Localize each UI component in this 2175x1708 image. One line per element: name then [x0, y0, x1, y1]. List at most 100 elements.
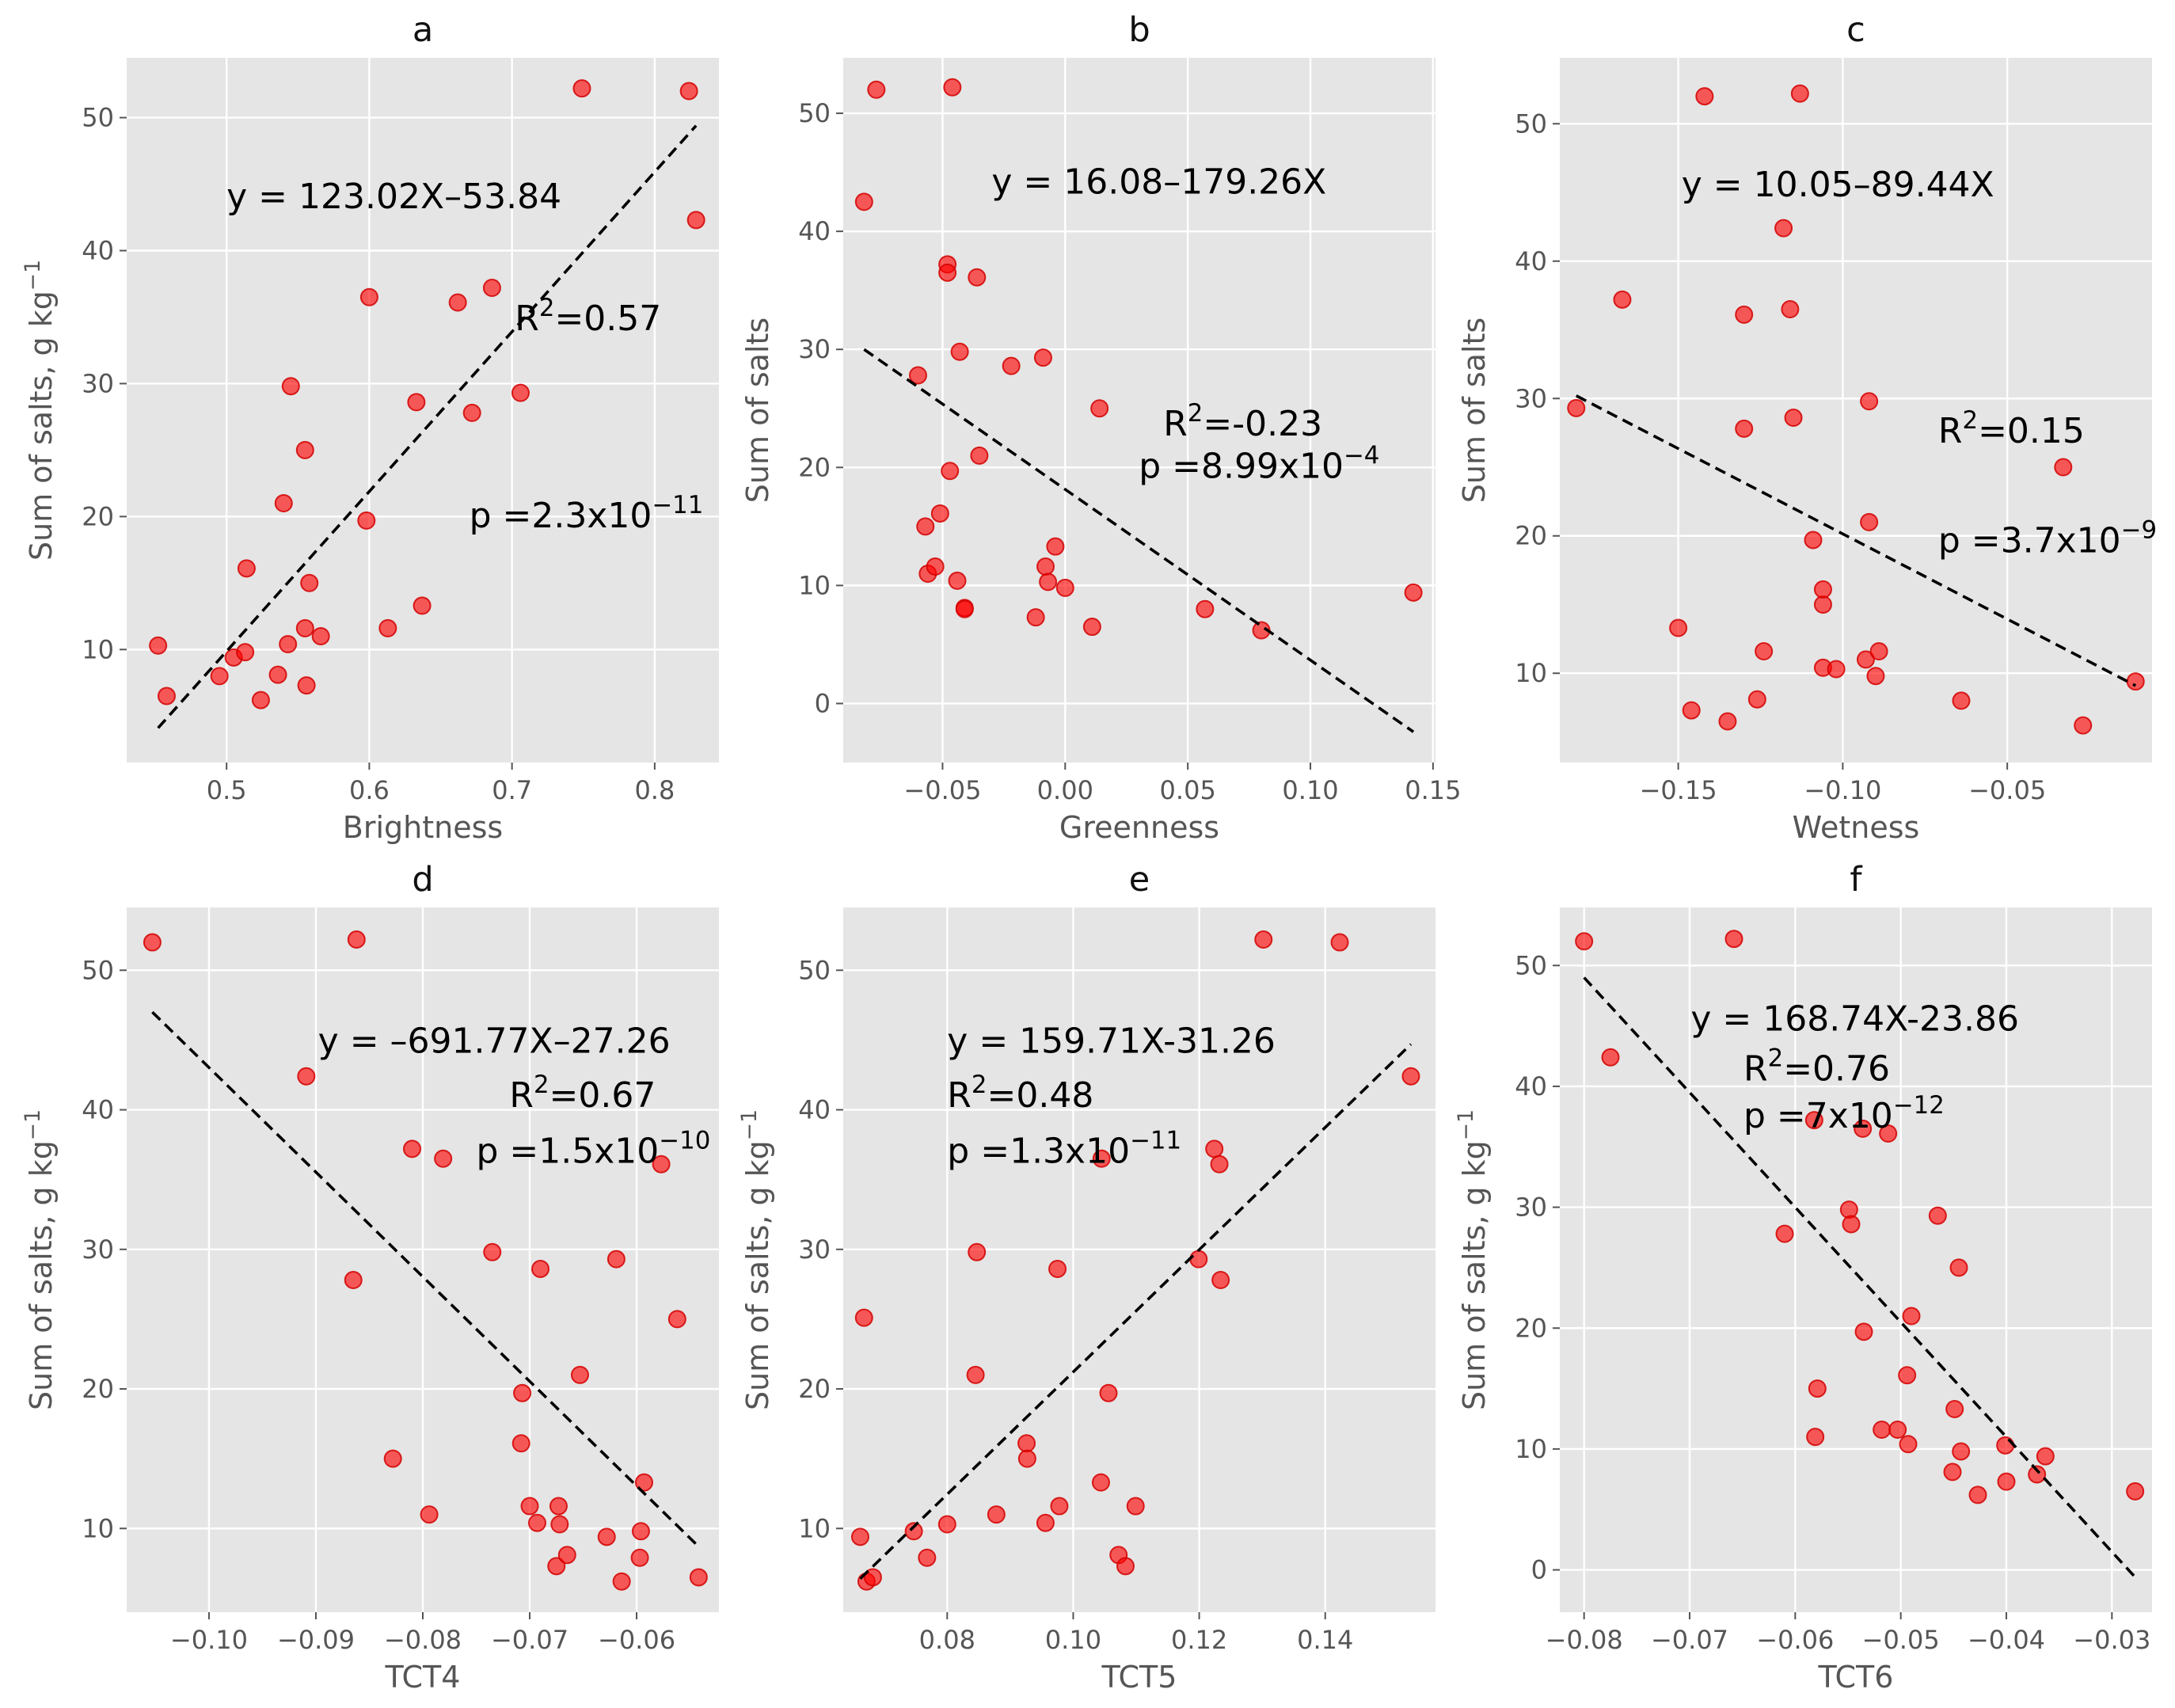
data-point — [359, 287, 378, 306]
x-tick-label: −0.06 — [1756, 1625, 1834, 1655]
x-tick-label: 0.15 — [1405, 775, 1461, 805]
data-point — [667, 1310, 686, 1329]
data-point — [686, 211, 705, 230]
data-point — [550, 1515, 569, 1534]
x-tick-label: −0.07 — [1651, 1625, 1728, 1655]
data-point — [511, 383, 530, 402]
data-point — [143, 933, 162, 952]
x-tick-label: −0.04 — [1968, 1625, 2045, 1655]
panel-title: f — [1850, 860, 1862, 900]
panel-title: a — [413, 10, 433, 50]
y-axis-label: Sum of salts — [1457, 318, 1492, 503]
y-tick-label: 10 — [798, 570, 831, 600]
data-point — [434, 1149, 453, 1168]
y-tick-label: 20 — [82, 1374, 114, 1404]
data-point — [572, 79, 591, 98]
data-point — [1210, 1155, 1229, 1174]
equation-annotation: y = 123.02X–53.84 — [226, 177, 561, 217]
data-point — [854, 192, 873, 211]
data-point — [297, 676, 316, 695]
plot-background — [1560, 907, 2152, 1612]
data-point — [1017, 1434, 1036, 1453]
data-point — [943, 78, 962, 97]
panel-a: 0.5 0.6 0.7 0.8 10 20 30 40 50 Brightness Sum of s… — [21, 10, 719, 845]
data-point — [1082, 618, 1101, 637]
data-point — [311, 626, 330, 645]
data-point — [1755, 641, 1774, 660]
r-squared-annotation: R2=0.48 — [947, 1071, 1093, 1116]
data-point — [448, 293, 467, 312]
p-value-annotation: p =1.5x10−10 — [477, 1127, 711, 1172]
data-point — [1898, 1366, 1917, 1385]
data-point — [2054, 458, 2073, 477]
y-tick-label: 10 — [798, 1513, 831, 1543]
data-point — [1902, 1307, 1921, 1326]
data-point — [1039, 573, 1058, 592]
x-tick-label: 0.14 — [1297, 1625, 1353, 1655]
data-point — [1050, 1497, 1069, 1516]
panel-title: c — [1846, 10, 1865, 50]
data-point — [968, 268, 987, 287]
data-point — [402, 1139, 421, 1158]
data-point — [1017, 1449, 1036, 1468]
data-point — [1048, 1259, 1067, 1278]
x-tick-label: −0.07 — [491, 1625, 568, 1655]
x-tick-label: 0.6 — [349, 775, 390, 805]
panel-d: −0.10 −0.09 −0.08 −0.07 −0.06 10 20 30 40 50 TCT4 S… — [21, 860, 719, 1695]
data-point — [916, 517, 935, 536]
equation-annotation: y = 16.08–179.26X — [991, 162, 1326, 202]
data-point — [867, 80, 886, 99]
equation-annotation: y = 10.05–89.44X — [1682, 165, 1994, 205]
data-point — [1813, 595, 1832, 614]
data-point — [295, 440, 314, 459]
data-point — [297, 1067, 316, 1086]
data-point — [1869, 641, 1888, 660]
panel-f: −0.08 −0.07 −0.06 −0.05 −0.04 −0.03 0 10 20 30 40 5… — [1454, 860, 2152, 1695]
panel-title: b — [1128, 10, 1150, 50]
data-point — [357, 511, 376, 530]
r-squared-annotation: R2=0.76 — [1743, 1044, 1890, 1089]
p-value-annotation: p =8.99x10−4 — [1139, 442, 1379, 487]
regression-line — [1583, 976, 2136, 1578]
x-axis-label: TCT4 — [385, 1660, 461, 1695]
y-axis-label: Sum of salts, g kg−1 — [1454, 1109, 1492, 1410]
equation-annotation: y = –691.77X–27.26 — [318, 1021, 671, 1061]
data-point — [1899, 1435, 1918, 1454]
x-tick-label: −0.08 — [384, 1625, 462, 1655]
x-tick-label: −0.05 — [903, 775, 981, 805]
data-point — [908, 366, 927, 385]
x-tick-label: 0.12 — [1171, 1625, 1227, 1655]
data-point — [1026, 608, 1045, 627]
data-point — [1784, 409, 1803, 428]
data-point — [1036, 557, 1055, 576]
data-point — [1804, 531, 1823, 550]
data-point — [1099, 1383, 1118, 1402]
data-point — [1968, 1485, 1987, 1504]
data-point — [1860, 392, 1879, 411]
regression-line — [863, 348, 1415, 733]
data-point — [1860, 512, 1879, 531]
data-point — [918, 1548, 937, 1567]
y-tick-label: 20 — [82, 501, 114, 531]
data-point — [547, 1557, 566, 1576]
data-point — [679, 82, 698, 101]
y-tick-label: 30 — [798, 334, 831, 364]
data-point — [251, 690, 270, 709]
data-point — [630, 1548, 649, 1567]
y-tick-label: 0 — [1531, 1555, 1547, 1585]
r-squared-annotation: R2=0.15 — [1938, 406, 2085, 451]
regression-line — [151, 1010, 700, 1548]
y-axis-label: Sum of salts, g kg−1 — [737, 1109, 776, 1410]
regression-line — [157, 124, 698, 729]
x-tick-label: 0.7 — [492, 775, 532, 805]
y-tick-label: 10 — [1515, 1434, 1547, 1464]
data-point — [1842, 1215, 1861, 1234]
data-point — [2126, 1482, 2145, 1501]
data-point — [2074, 716, 2093, 735]
y-tick-label: 10 — [1515, 658, 1547, 688]
data-point — [606, 1250, 626, 1269]
x-tick-label: 0.8 — [634, 775, 675, 805]
data-point — [850, 1527, 869, 1546]
x-axis-label: TCT5 — [1101, 1660, 1177, 1695]
